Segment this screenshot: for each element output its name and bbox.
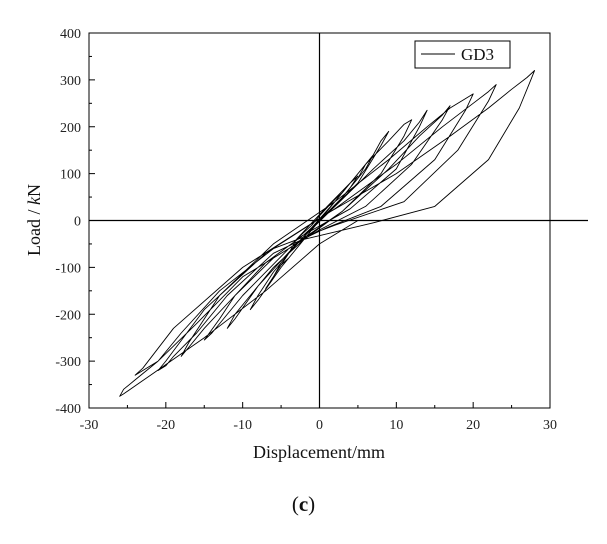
y-axis-label-unit-rest: N (24, 184, 44, 197)
caption-open: ( (291, 492, 299, 516)
x-tick-label: -30 (80, 418, 99, 433)
y-tick-label: 400 (60, 27, 81, 42)
x-tick-label: 30 (543, 418, 557, 433)
y-tick-label: 200 (60, 121, 81, 136)
figure-caption: (c) (0, 492, 607, 517)
y-axis-label-prefix: Load / (24, 205, 44, 256)
y-tick-label: 300 (60, 74, 81, 89)
y-axis-label-unit-italic: k (24, 196, 44, 205)
series-layer (119, 70, 536, 397)
y-tick-label: -400 (55, 402, 81, 417)
legend-label: GD3 (461, 45, 494, 64)
x-tick-label: 20 (466, 418, 480, 433)
y-tick-label: 0 (74, 215, 81, 230)
x-tick-label: 0 (316, 418, 323, 433)
x-tick-label: -10 (233, 418, 252, 433)
hysteresis-chart: -30 -20 -10 0 10 20 30-400-300-200-10001002003… (24, 27, 588, 462)
x-tick-label: 10 (389, 418, 403, 433)
y-tick-label: -300 (55, 355, 81, 370)
series-line-gd3 (119, 70, 536, 397)
y-tick-label: -100 (55, 261, 81, 276)
caption-close: ) (308, 492, 316, 516)
y-tick-label: -200 (55, 308, 81, 323)
y-axis-label: Load / kN (24, 184, 44, 256)
caption-letter: c (298, 492, 309, 516)
x-axis-label: Displacement/mm (253, 442, 385, 462)
x-tick-label: -20 (156, 418, 175, 433)
y-tick-label: 100 (60, 168, 81, 183)
axis-tick-labels: -30 -20 -10 0 10 20 30-400-300-200-10001002003… (55, 27, 557, 433)
legend: GD3 (414, 40, 511, 69)
